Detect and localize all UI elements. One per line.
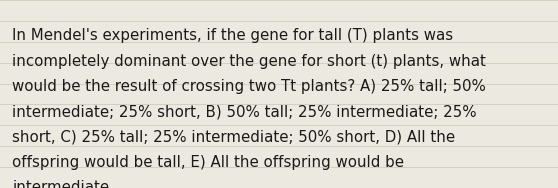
Text: intermediate; 25% short, B) 50% tall; 25% intermediate; 25%: intermediate; 25% short, B) 50% tall; 25…	[12, 104, 477, 119]
Text: short, C) 25% tall; 25% intermediate; 50% short, D) All the: short, C) 25% tall; 25% intermediate; 50…	[12, 130, 455, 145]
Text: In Mendel's experiments, if the gene for tall (T) plants was: In Mendel's experiments, if the gene for…	[12, 28, 454, 43]
Text: would be the result of crossing two Tt plants? A) 25% tall; 50%: would be the result of crossing two Tt p…	[12, 79, 486, 94]
Text: offspring would be tall, E) All the offspring would be: offspring would be tall, E) All the offs…	[12, 155, 405, 170]
Text: incompletely dominant over the gene for short (t) plants, what: incompletely dominant over the gene for …	[12, 54, 486, 69]
Text: intermediate.: intermediate.	[12, 180, 114, 188]
